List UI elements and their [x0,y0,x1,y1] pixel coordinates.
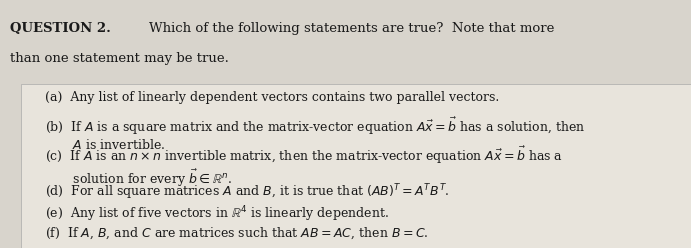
Text: (f)  If $A$, $B$, and $C$ are matrices such that $AB = AC$, then $B = C$.: (f) If $A$, $B$, and $C$ are matrices su… [45,226,428,241]
Text: (e)  Any list of five vectors in $\mathbb{R}^4$ is linearly dependent.: (e) Any list of five vectors in $\mathbb… [45,205,389,224]
Text: (b)  If $A$ is a square matrix and the matrix-vector equation $A\vec{x} = \vec{b: (b) If $A$ is a square matrix and the ma… [45,115,585,137]
Text: (d)  For all square matrices $A$ and $B$, it is true that $(AB)^T = A^T B^T$.: (d) For all square matrices $A$ and $B$,… [45,182,449,202]
Text: (a)  Any list of linearly dependent vectors contains two parallel vectors.: (a) Any list of linearly dependent vecto… [45,91,499,103]
Text: $A$ is invertible.: $A$ is invertible. [45,138,165,152]
Text: solution for every $\vec{b} \in \mathbb{R}^n$.: solution for every $\vec{b} \in \mathbb{… [45,167,232,189]
Text: QUESTION 2.: QUESTION 2. [10,22,111,35]
Text: Which of the following statements are true?  Note that more: Which of the following statements are tr… [149,22,554,35]
Text: than one statement may be true.: than one statement may be true. [10,52,229,65]
Text: (c)  If $A$ is an $n \times n$ invertible matrix, then the matrix-vector equatio: (c) If $A$ is an $n \times n$ invertible… [45,145,563,166]
